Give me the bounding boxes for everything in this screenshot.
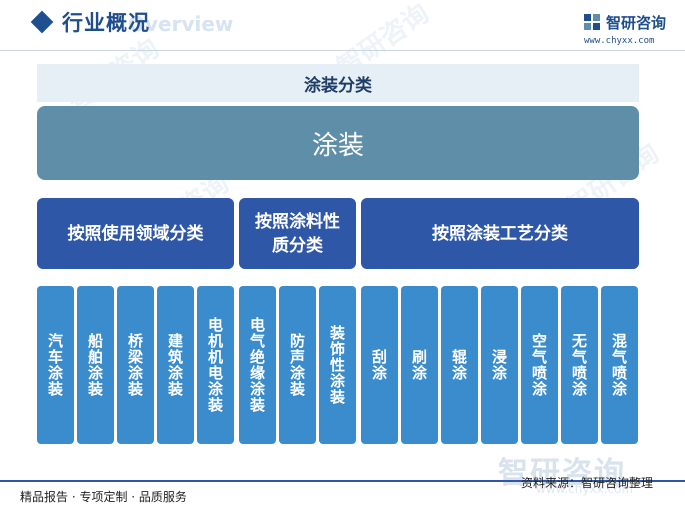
leaf-node: 电气绝缘涂装 xyxy=(239,286,276,444)
leaf-label: 船舶涂装 xyxy=(86,333,104,397)
leaf-node: 防声涂装 xyxy=(279,286,316,444)
leaf-label: 桥梁涂装 xyxy=(126,333,144,397)
leaf-node: 刮涂 xyxy=(361,286,398,444)
leaf-label: 浸涂 xyxy=(490,349,508,381)
leaf-label: 空气喷涂 xyxy=(530,333,548,397)
leaf-label: 刷涂 xyxy=(410,349,428,381)
footer-divider xyxy=(0,480,685,482)
brand-url: www.chyxx.com xyxy=(584,36,655,46)
header-title-en: Overview xyxy=(128,12,234,36)
leaf-label: 电气绝缘涂装 xyxy=(248,317,266,413)
leaf-node: 混气喷涂 xyxy=(601,286,638,444)
root-node: 涂装 xyxy=(37,106,639,180)
watermark-url: www.chyxx.com xyxy=(536,482,634,496)
leaf-node: 无气喷涂 xyxy=(561,286,598,444)
leaf-label: 辊涂 xyxy=(450,349,468,381)
brand-name: 智研咨询 xyxy=(606,14,667,32)
leaf-label: 装饰性涂装 xyxy=(328,325,346,405)
leaf-label: 无气喷涂 xyxy=(570,333,588,397)
leaf-label: 刮涂 xyxy=(370,349,388,381)
footer-tagline: 精品报告 · 专项定制 · 品质服务 xyxy=(20,490,187,504)
diamond-icon xyxy=(30,10,54,34)
leaf-node: 汽车涂装 xyxy=(37,286,74,444)
leaf-node: 船舶涂装 xyxy=(77,286,114,444)
source-note: 资料来源：智研咨询整理 xyxy=(521,476,654,490)
header-divider xyxy=(0,50,685,51)
leaf-node: 浸涂 xyxy=(481,286,518,444)
leaf-node: 桥梁涂装 xyxy=(117,286,154,444)
category-label: 涂装分类 xyxy=(37,64,639,102)
page-title: 行业概况 xyxy=(62,11,150,35)
leaf-label: 建筑涂装 xyxy=(166,333,184,397)
leaf-node: 刷涂 xyxy=(401,286,438,444)
leaf-label: 防声涂装 xyxy=(288,333,306,397)
watermark-brand: 智研咨询 xyxy=(498,456,626,491)
leaf-label: 混气喷涂 xyxy=(610,333,628,397)
leaf-label: 电机机电涂装 xyxy=(206,317,224,413)
leaf-node: 辊涂 xyxy=(441,286,478,444)
leaf-node: 空气喷涂 xyxy=(521,286,558,444)
brand-logo-icon xyxy=(584,14,600,30)
group-node-process: 按照涂装工艺分类 xyxy=(361,198,639,269)
group-node-usage: 按照使用领域分类 xyxy=(37,198,234,269)
group-node-material: 按照涂料性质分类 xyxy=(239,198,356,269)
leaf-node: 建筑涂装 xyxy=(157,286,194,444)
leaf-node: 装饰性涂装 xyxy=(319,286,356,444)
leaf-label: 汽车涂装 xyxy=(46,333,64,397)
leaf-node: 电机机电涂装 xyxy=(197,286,234,444)
